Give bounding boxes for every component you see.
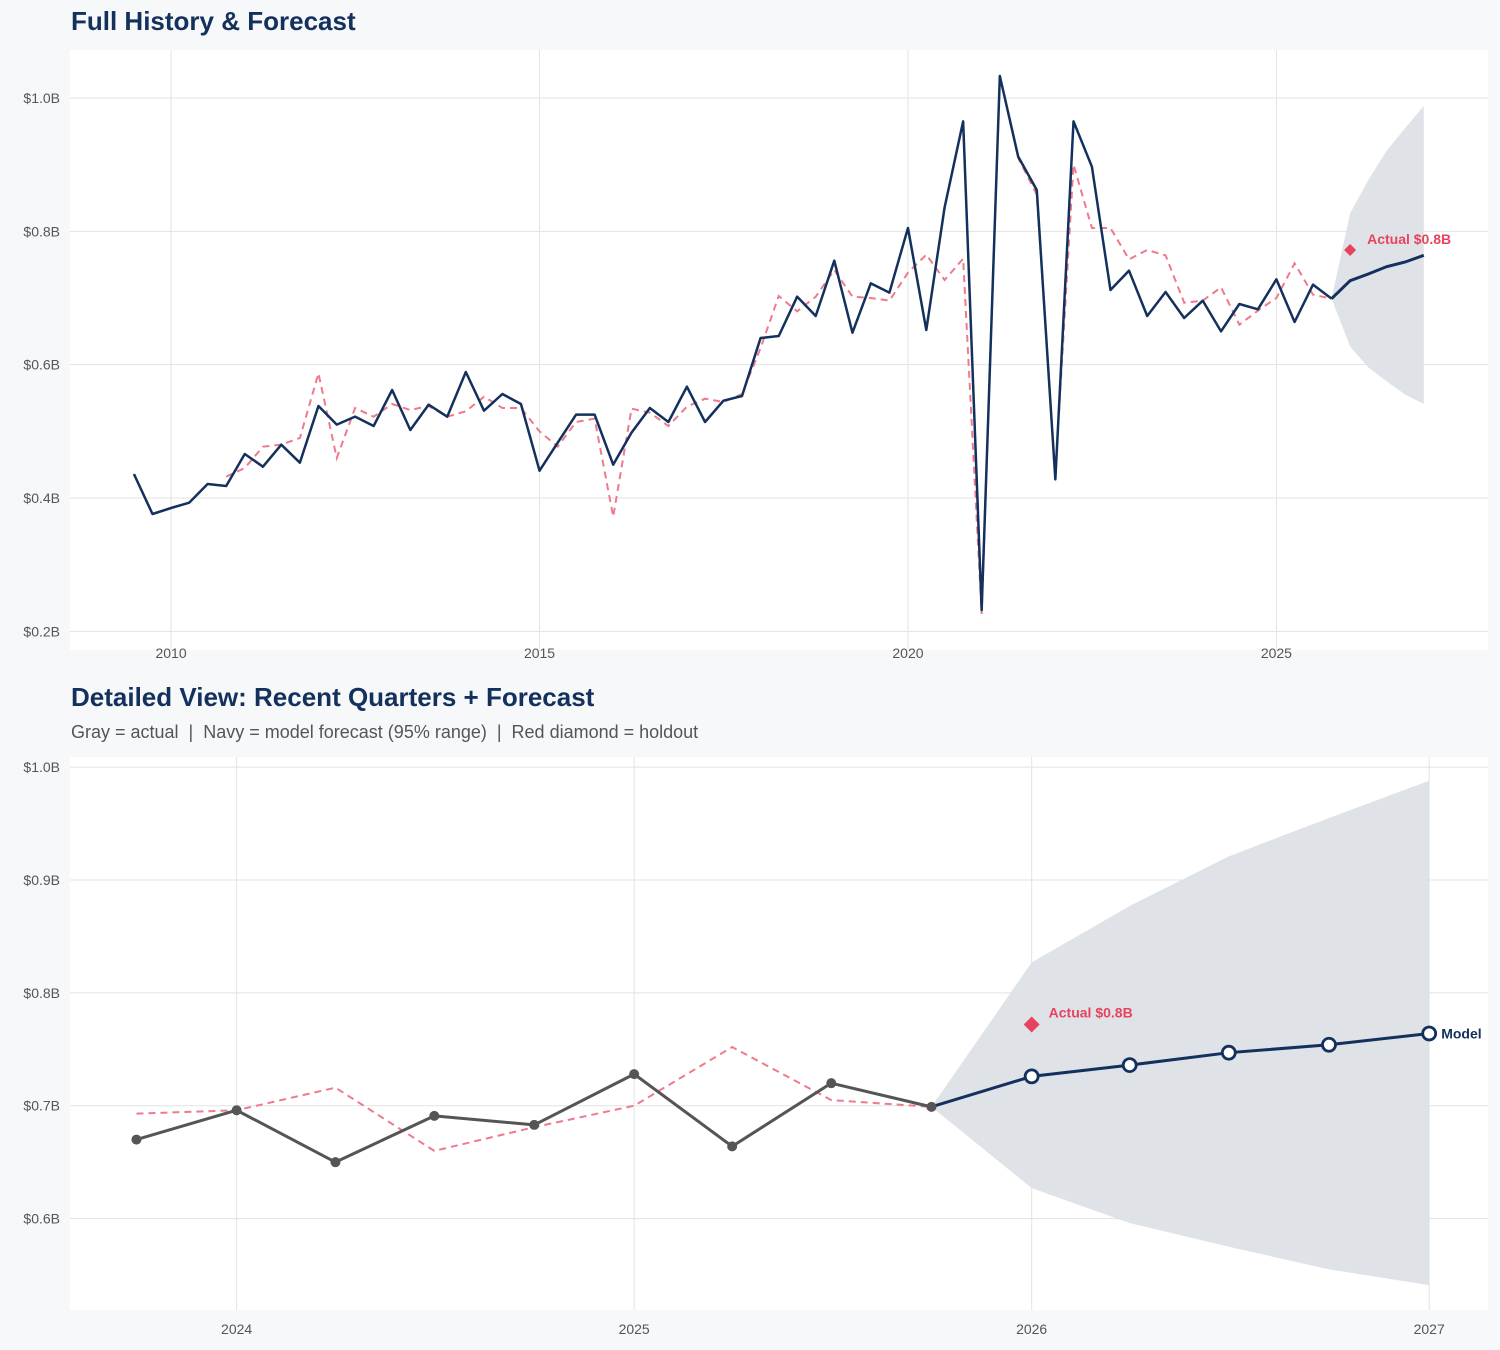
y-tick-label: $0.4B	[23, 490, 60, 506]
holdout-diamond	[1023, 1016, 1040, 1033]
actual-line	[132, 74, 1333, 612]
forecast-point	[1220, 1044, 1237, 1061]
actual-point	[629, 1069, 640, 1080]
actual-point	[131, 1134, 142, 1145]
forecast-95-band	[1331, 106, 1424, 404]
x-tick-label: 2027	[1414, 1321, 1445, 1337]
actual-point	[330, 1157, 341, 1168]
fitted-line	[225, 75, 1332, 615]
holdout-diamond	[1344, 244, 1357, 256]
actual-point	[727, 1141, 738, 1152]
y-tick-label: $0.9B	[23, 872, 60, 888]
forecast-point	[1121, 1057, 1138, 1073]
forecast-line	[931, 1032, 1430, 1109]
top-chart-title: Full History & Forecast	[71, 6, 356, 36]
holdout-label: Actual $0.8B	[1049, 1004, 1133, 1020]
forecast-label: Model	[1441, 1026, 1481, 1042]
actual-point	[826, 1078, 837, 1089]
x-tick-label: 2026	[1016, 1321, 1047, 1337]
y-tick-label: $0.7B	[23, 1098, 60, 1114]
y-tick-label: $0.6B	[23, 1211, 60, 1227]
forecast-95-band	[931, 780, 1430, 1286]
detail-chart-subtitle: Gray = actual | Navy = model forecast (9…	[71, 722, 699, 742]
history-chart: $0.2B $0.4B $0.6B $0.8B $1.0B 2010 2015 2020 202…	[23, 50, 1488, 661]
x-tick-label: 2024	[221, 1321, 252, 1337]
y-tick-label: $0.8B	[23, 985, 60, 1001]
actual-point	[429, 1110, 440, 1121]
x-tick-label: 2025	[619, 1321, 650, 1337]
detail-chart: $0.6B $0.7B $0.8B $0.9B $1.0B 2024 2025 2026 202…	[23, 757, 1488, 1337]
holdout-label: Actual $0.8B	[1367, 231, 1451, 247]
forecast-point	[1023, 1068, 1040, 1085]
detail-chart-title: Detailed View: Recent Quarters + Forecas…	[71, 682, 595, 712]
plot-area	[70, 50, 1488, 650]
actual-point	[529, 1119, 540, 1130]
y-tick-label: $1.0B	[23, 90, 60, 106]
x-tick-label: 2020	[892, 645, 923, 661]
forecast-line	[1330, 253, 1425, 300]
forecast-point	[1421, 1025, 1438, 1042]
x-tick-label: 2025	[1261, 645, 1292, 661]
x-tick-label: 2010	[155, 645, 186, 661]
forecast-point	[1321, 1036, 1337, 1053]
y-tick-label: $1.0B	[23, 759, 60, 775]
x-tick-label: 2015	[524, 645, 555, 661]
y-tick-label: $0.6B	[23, 357, 60, 373]
actual-point	[231, 1105, 242, 1116]
y-tick-label: $0.8B	[23, 223, 60, 239]
y-tick-label: $0.2B	[23, 623, 60, 639]
actual-point	[926, 1101, 937, 1112]
